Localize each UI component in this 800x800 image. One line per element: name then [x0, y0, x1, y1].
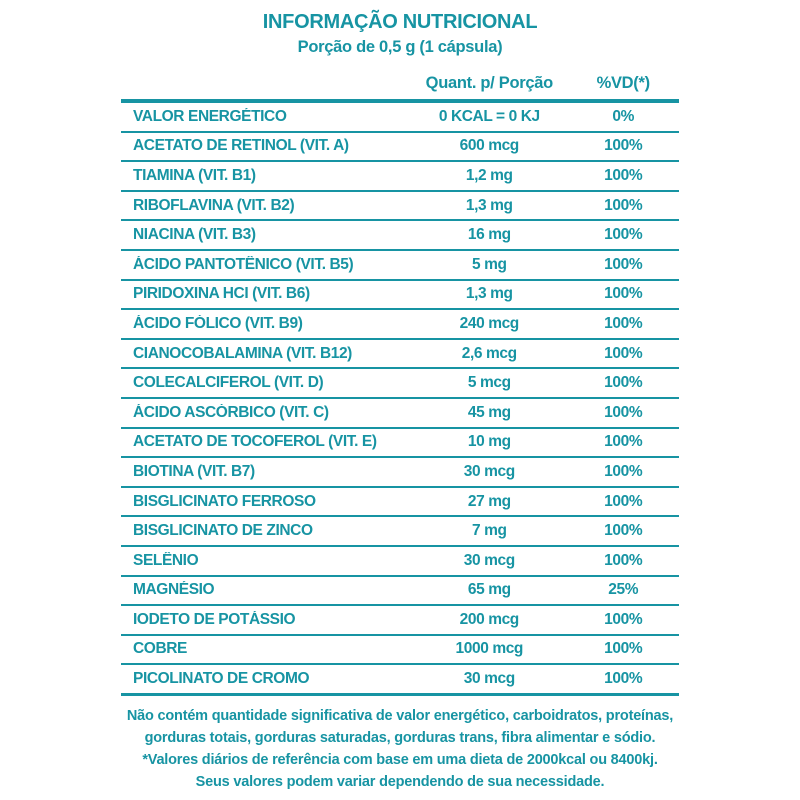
nutrient-name: ACETATO DE RETINOL (VIT. A)	[133, 137, 349, 155]
nutrient-dv: 100%	[604, 374, 643, 392]
nutrient-dv: 100%	[604, 610, 643, 628]
nutrient-quantity: 0 KCAL = 0 KJ	[438, 107, 540, 125]
nutrient-quantity: 1,2 mg	[465, 166, 513, 184]
nutrient-dv: 100%	[604, 522, 643, 540]
footnotes: Não contém quantidade significativa de v…	[0, 705, 800, 793]
table-row: COLECALCIFEROL (VIT. D) 5 mcg 100%	[121, 369, 679, 399]
nutrient-name: IODETO DE POTÁSSIO	[133, 610, 296, 628]
nutrient-dv: 100%	[604, 285, 643, 303]
nutrient-quantity: 2,6 mcg	[461, 344, 517, 362]
nutrient-quantity: 7 mg	[471, 522, 507, 540]
table-row: ÁCIDO FÓLICO (VIT. B9) 240 mcg 100%	[121, 310, 679, 340]
nutrient-name: PIRIDOXINA HCI (VIT. B6)	[133, 285, 310, 303]
table-row: RIBOFLAVINA (VIT. B2) 1,3 mg 100%	[121, 192, 679, 222]
nutrient-name: ÁCIDO ASCÓRBICO (VIT. C)	[133, 403, 329, 421]
table-row: IODETO DE POTÁSSIO 200 mcg 100%	[121, 606, 679, 636]
nutrient-name: CIANOCOBALAMINA (VIT. B12)	[133, 344, 352, 362]
nutrient-name: RIBOFLAVINA (VIT. B2)	[133, 196, 295, 214]
nutrient-name: NIACINA (VIT. B3)	[133, 226, 256, 244]
nutrient-dv: 0%	[612, 107, 634, 125]
nutrient-name: BISGLICINATO DE ZINCO	[133, 522, 313, 540]
nutrient-quantity: 5 mcg	[467, 374, 511, 392]
table-row: ÁCIDO ASCÓRBICO (VIT. C) 45 mg 100%	[121, 399, 679, 429]
table-row: BISGLICINATO DE ZINCO 7 mg 100%	[121, 517, 679, 547]
table-row: NIACINA (VIT. B3) 16 mg 100%	[121, 221, 679, 251]
nutrient-quantity: 16 mg	[467, 226, 511, 244]
table-header-row: Quant. p/ Porção %VD(*)	[121, 74, 679, 103]
table-row: ÁCIDO PANTOTÊNICO (VIT. B5) 5 mg 100%	[121, 251, 679, 281]
nutrient-quantity: 1000 mcg	[455, 640, 524, 658]
nutrient-quantity: 27 mg	[467, 492, 511, 510]
table-row: MAGNÉSIO 65 mg 25%	[121, 577, 679, 607]
footnote-line: Não contém quantidade significativa de v…	[126, 707, 674, 724]
nutrient-dv: 100%	[604, 403, 643, 421]
nutrient-quantity: 600 mcg	[459, 137, 520, 155]
footnote-line: gorduras totais, gorduras saturadas, gor…	[144, 729, 656, 746]
nutrient-dv: 100%	[604, 344, 643, 362]
table-row: VALOR ENERGÉTICO 0 KCAL = 0 KJ 0%	[121, 103, 679, 133]
nutrient-quantity: 1,3 mg	[465, 285, 513, 303]
nutrient-quantity: 240 mcg	[459, 314, 520, 332]
nutrient-name: ÁCIDO PANTOTÊNICO (VIT. B5)	[133, 255, 354, 273]
table-row: COBRE 1000 mcg 100%	[121, 636, 679, 666]
table-row: ACETATO DE RETINOL (VIT. A) 600 mcg 100%	[121, 133, 679, 163]
nutrient-quantity: 5 mg	[471, 255, 507, 273]
nutrient-quantity: 200 mcg	[459, 610, 520, 628]
table-row: SELÊNIO 30 mcg 100%	[121, 547, 679, 577]
nutrient-dv: 100%	[604, 196, 643, 214]
footnote-line: Seus valores podem variar dependendo de …	[195, 773, 605, 790]
nutrient-dv: 100%	[604, 226, 643, 244]
nutrient-name: BIOTINA (VIT. B7)	[133, 462, 255, 480]
nutrient-quantity: 10 mg	[467, 433, 511, 451]
nutrient-quantity: 30 mcg	[463, 670, 515, 688]
table-row: ACETATO DE TOCOFEROL (VIT. E) 10 mg 100%	[121, 429, 679, 459]
nutrient-quantity: 65 mg	[467, 581, 511, 599]
nutrient-dv: 100%	[604, 462, 643, 480]
nutrient-name: ACETATO DE TOCOFEROL (VIT. E)	[133, 433, 377, 451]
table-row: CIANOCOBALAMINA (VIT. B12) 2,6 mcg 100%	[121, 340, 679, 370]
nutrient-dv: 100%	[604, 433, 643, 451]
label-title: INFORMAÇÃO NUTRICIONAL	[262, 11, 538, 33]
nutrient-name: PICOLINATO DE CROMO	[133, 670, 310, 688]
nutrition-table: Quant. p/ Porção %VD(*) VALOR ENERGÉTICO…	[121, 74, 679, 696]
nutrient-dv: 100%	[604, 492, 643, 510]
nutrient-dv: 100%	[604, 137, 643, 155]
nutrient-quantity: 45 mg	[467, 403, 511, 421]
nutrient-name: TIAMINA (VIT. B1)	[133, 166, 256, 184]
nutrient-name: MAGNÉSIO	[133, 581, 215, 599]
column-header-quantity: Quant. p/ Porção	[425, 74, 554, 92]
table-body: VALOR ENERGÉTICO 0 KCAL = 0 KJ 0% ACETAT…	[121, 103, 679, 696]
column-header-dv: %VD(*)	[596, 74, 651, 92]
nutrient-dv: 100%	[604, 640, 643, 658]
table-row: TIAMINA (VIT. B1) 1,2 mg 100%	[121, 162, 679, 192]
table-row: PICOLINATO DE CROMO 30 mcg 100%	[121, 665, 679, 696]
nutrient-dv: 100%	[604, 314, 643, 332]
serving-size: Porção de 0,5 g (1 cápsula)	[297, 38, 503, 56]
nutrient-name: BISGLICINATO FERROSO	[133, 492, 316, 510]
table-row: BIOTINA (VIT. B7) 30 mcg 100%	[121, 458, 679, 488]
nutrient-dv: 100%	[604, 255, 643, 273]
nutrient-dv: 100%	[604, 670, 643, 688]
nutrient-dv: 100%	[604, 551, 643, 569]
nutrient-name: COBRE	[133, 640, 187, 658]
footnote-line: *Valores diários de referência com base …	[142, 751, 658, 768]
nutrient-name: ÁCIDO FÓLICO (VIT. B9)	[133, 314, 303, 332]
nutrient-dv: 25%	[608, 581, 639, 599]
nutrient-dv: 100%	[604, 166, 643, 184]
nutrient-name: VALOR ENERGÉTICO	[133, 107, 287, 125]
table-row: BISGLICINATO FERROSO 27 mg 100%	[121, 488, 679, 518]
nutrient-quantity: 30 mcg	[463, 551, 515, 569]
table-row: PIRIDOXINA HCI (VIT. B6) 1,3 mg 100%	[121, 281, 679, 311]
nutrient-name: SELÊNIO	[133, 551, 199, 569]
nutrient-quantity: 30 mcg	[463, 462, 515, 480]
nutrient-quantity: 1,3 mg	[465, 196, 513, 214]
nutrient-name: COLECALCIFEROL (VIT. D)	[133, 374, 324, 392]
